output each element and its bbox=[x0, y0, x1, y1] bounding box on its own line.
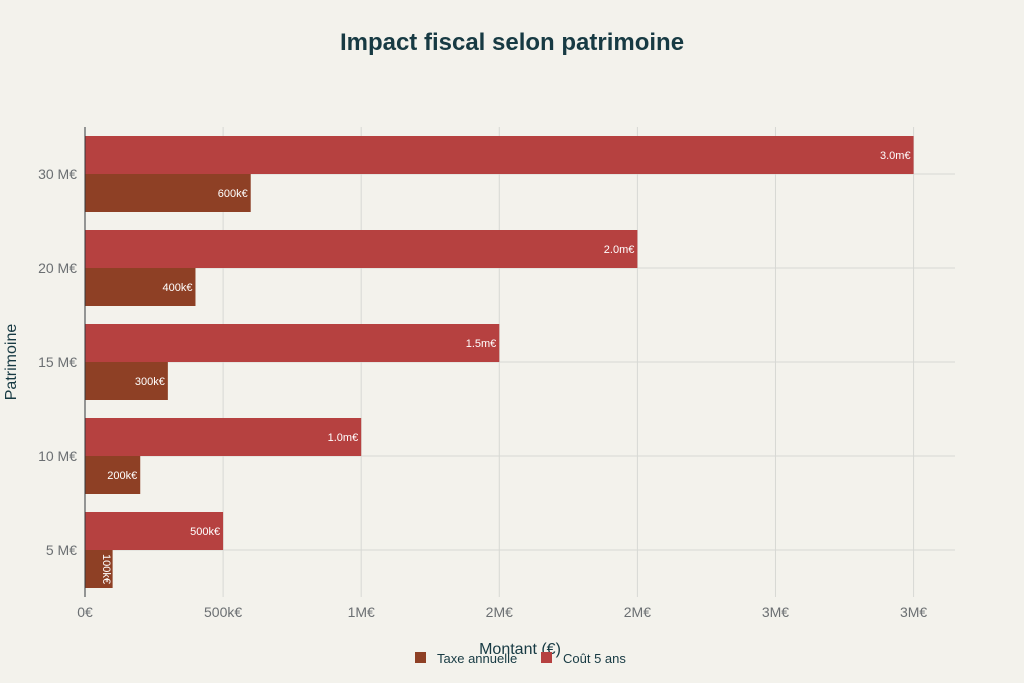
x-tick-label: 2M€ bbox=[624, 604, 651, 620]
bar-data-label: 400k€ bbox=[162, 282, 192, 294]
x-tick-label: 0€ bbox=[77, 604, 93, 620]
legend: Taxe annuelle Coût 5 ans bbox=[415, 651, 626, 666]
bar-cout-5-ans bbox=[85, 136, 914, 174]
y-tick-label: 15 M€ bbox=[38, 354, 77, 370]
bar-taxe-annuelle bbox=[85, 456, 141, 494]
data-labels: 100k€ 500k€ 200k€ 1.0m€ 300k€ 1.5m€ 400k€ 2.0m€… bbox=[100, 150, 911, 584]
y-tick-label: 30 M€ bbox=[38, 166, 77, 182]
bar-data-label: 200k€ bbox=[107, 470, 137, 482]
x-tick-labels: 0€ 500k€ 1M€ 2M€ 2M€ 3M€ 3M€ bbox=[77, 604, 927, 620]
x-tick-label: 2M€ bbox=[486, 604, 513, 620]
bar-data-label: 1.0m€ bbox=[328, 432, 359, 444]
legend-label: Taxe annuelle bbox=[437, 651, 517, 666]
bar-data-label: 1.5m€ bbox=[466, 338, 497, 350]
y-tick-label: 20 M€ bbox=[38, 260, 77, 276]
bar-data-label: 100k€ bbox=[100, 554, 112, 584]
legend-label: Coût 5 ans bbox=[563, 651, 626, 666]
y-tick-label: 10 M€ bbox=[38, 448, 77, 464]
chart-title: Impact fiscal selon patrimoine bbox=[340, 29, 684, 56]
bar-cout-5-ans bbox=[85, 324, 500, 362]
bar-data-label: 600k€ bbox=[218, 188, 248, 200]
bar-data-label: 2.0m€ bbox=[604, 244, 635, 256]
x-tick-label: 3M€ bbox=[900, 604, 927, 620]
x-axis-title: Montant (€) bbox=[479, 641, 561, 658]
bar-cout-5-ans bbox=[85, 418, 362, 456]
y-tick-labels: 5 M€ 10 M€ 15 M€ 20 M€ 30 M€ bbox=[38, 166, 77, 558]
x-tick-label: 1M€ bbox=[348, 604, 375, 620]
y-axis-title: Patrimoine bbox=[3, 324, 20, 401]
y-tick-label: 5 M€ bbox=[46, 542, 77, 558]
bar-taxe-annuelle bbox=[85, 362, 168, 400]
bar-taxe-annuelle bbox=[85, 174, 251, 212]
x-tick-label: 3M€ bbox=[762, 604, 789, 620]
bar-cout-5-ans bbox=[85, 230, 638, 268]
bar-taxe-annuelle bbox=[85, 550, 113, 588]
bar-taxe-annuelle bbox=[85, 268, 196, 306]
bar-data-label: 3.0m€ bbox=[880, 150, 911, 162]
legend-swatch bbox=[541, 652, 552, 663]
bar-data-label: 300k€ bbox=[135, 376, 165, 388]
bar-data-label: 500k€ bbox=[190, 526, 220, 538]
legend-swatch bbox=[415, 652, 426, 663]
bar-cout-5-ans bbox=[85, 512, 224, 550]
bars bbox=[85, 136, 914, 588]
x-tick-label: 500k€ bbox=[204, 604, 242, 620]
